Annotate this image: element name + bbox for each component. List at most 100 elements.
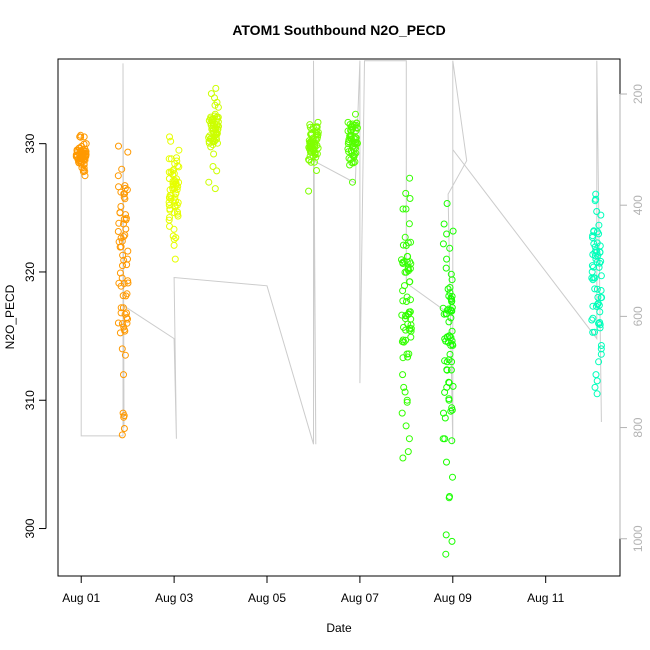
y-tick-label: 300	[23, 518, 37, 538]
point	[407, 296, 414, 304]
point	[597, 287, 605, 294]
series-7	[398, 174, 415, 462]
point	[407, 238, 415, 246]
x-tick-label: Aug 01	[62, 591, 100, 605]
point	[169, 171, 177, 179]
point	[123, 319, 131, 327]
y2-tick-label: 600	[631, 306, 645, 326]
point	[118, 165, 126, 173]
point	[405, 310, 413, 318]
point	[166, 133, 173, 141]
point	[119, 409, 127, 417]
point	[447, 314, 455, 322]
series-5	[305, 118, 322, 195]
point	[401, 268, 409, 276]
point	[118, 237, 126, 245]
point	[596, 324, 604, 332]
point	[442, 550, 450, 558]
series-8	[439, 200, 457, 558]
point	[166, 194, 173, 202]
point	[399, 354, 407, 362]
point	[122, 214, 130, 222]
point	[120, 413, 128, 421]
point	[405, 350, 413, 358]
point	[170, 170, 178, 178]
point	[207, 143, 215, 151]
pressure-trace	[80, 60, 602, 445]
point	[207, 90, 215, 98]
x-axis-label: Date	[326, 621, 352, 635]
point	[205, 178, 213, 186]
point	[117, 309, 125, 317]
point	[214, 103, 222, 111]
point	[211, 94, 218, 102]
point	[403, 298, 410, 305]
point	[120, 425, 128, 432]
point	[172, 190, 180, 198]
x-tick-label: Aug 07	[341, 591, 379, 605]
point	[352, 110, 359, 118]
point	[401, 233, 409, 241]
point	[449, 473, 456, 481]
point	[167, 192, 175, 200]
point	[305, 156, 313, 164]
point	[213, 167, 221, 175]
point	[597, 342, 605, 349]
x-tick-label: Aug 05	[248, 591, 286, 605]
point	[443, 383, 451, 391]
point	[171, 193, 179, 201]
point	[592, 190, 600, 198]
point	[402, 336, 410, 344]
point	[404, 320, 412, 328]
point	[309, 145, 317, 153]
point	[445, 356, 453, 364]
point	[347, 147, 355, 155]
point	[446, 289, 454, 297]
y-tick-label: 310	[23, 390, 37, 410]
point	[344, 118, 352, 126]
point	[165, 155, 173, 163]
point	[212, 133, 220, 141]
point	[170, 209, 178, 217]
point	[407, 325, 415, 333]
point	[124, 255, 131, 263]
point	[174, 183, 182, 190]
point	[447, 341, 455, 349]
point	[307, 140, 315, 148]
point	[123, 309, 130, 317]
x-tick-label: Aug 11	[527, 591, 564, 605]
point	[588, 274, 596, 282]
point	[399, 297, 407, 305]
point	[591, 197, 599, 205]
point	[406, 174, 414, 182]
point	[211, 185, 219, 193]
point	[446, 284, 454, 291]
point	[123, 186, 131, 194]
point	[119, 292, 127, 300]
point	[349, 159, 357, 167]
point	[449, 227, 457, 235]
point	[597, 211, 605, 219]
point	[213, 113, 221, 121]
point	[593, 285, 601, 293]
point	[173, 154, 180, 162]
point	[591, 383, 599, 391]
point	[402, 189, 410, 197]
point	[348, 149, 356, 157]
series-3	[165, 133, 183, 263]
chart-title: ATOM1 Southbound N2O_PECD	[232, 22, 445, 38]
point	[115, 183, 122, 191]
point	[444, 285, 452, 293]
point	[407, 333, 415, 341]
point	[312, 123, 320, 131]
point	[79, 146, 87, 154]
point	[591, 252, 599, 260]
point	[440, 220, 448, 228]
point	[174, 210, 182, 218]
point	[407, 327, 415, 335]
point	[592, 247, 600, 255]
point	[442, 264, 450, 272]
point	[166, 214, 173, 221]
point	[115, 279, 123, 287]
